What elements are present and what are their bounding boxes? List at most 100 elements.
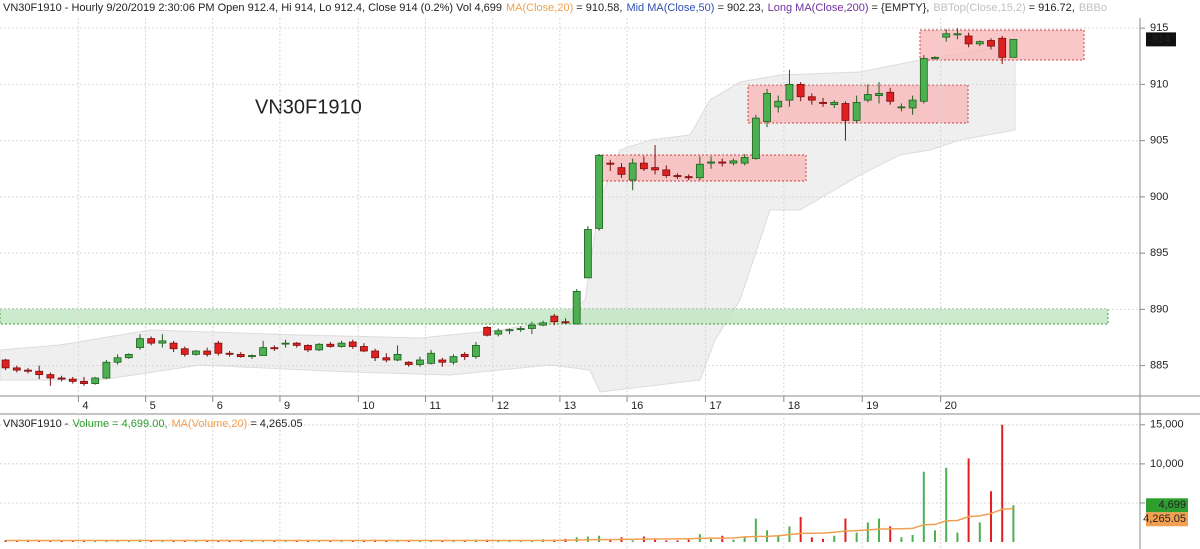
candle-body — [628, 162, 637, 181]
volume-bar — [295, 540, 298, 542]
candle-body — [203, 350, 212, 355]
candle-body — [583, 229, 592, 279]
candle-body — [35, 370, 44, 376]
candle-body — [841, 103, 850, 121]
candle-body — [639, 162, 648, 170]
legend-name: MA(Volume,20) — [172, 418, 248, 430]
candle-body — [662, 169, 671, 176]
candle-body — [863, 94, 872, 101]
volume-bar — [945, 467, 948, 542]
candle-body — [382, 357, 391, 361]
y-tick-label: 895 — [1150, 247, 1168, 259]
volume-bar — [38, 540, 41, 542]
candle-body — [214, 342, 223, 354]
candle-body — [12, 367, 21, 371]
candle-body — [763, 92, 771, 122]
candle-body — [80, 380, 88, 385]
annotation: VN30F1910 — [255, 96, 362, 118]
volume-bar — [866, 522, 869, 542]
candle-body — [483, 326, 492, 336]
x-tick-label: 10 — [362, 400, 374, 412]
volume-bar — [777, 535, 780, 542]
candle-body — [751, 117, 760, 160]
volume-bar — [822, 538, 825, 542]
candle-body — [796, 83, 805, 98]
volume-bar — [855, 532, 858, 542]
candle-body — [326, 343, 335, 347]
candle-body — [315, 343, 324, 351]
volume-badge — [1146, 498, 1188, 513]
y-tick-label: 900 — [1150, 191, 1168, 203]
volume-bar — [206, 540, 209, 542]
volume-bar — [60, 540, 63, 542]
candle-body — [180, 348, 189, 355]
legend-name: BBBo — [1079, 2, 1107, 14]
y-tick-label: 915 — [1150, 22, 1168, 34]
volume-bar — [833, 535, 836, 542]
volume-bar — [452, 540, 455, 542]
candle-body — [617, 167, 626, 175]
candle-body — [192, 350, 200, 355]
x-tick-label: 19 — [866, 400, 878, 412]
candle-body — [987, 40, 995, 47]
candle-body — [57, 377, 66, 380]
legend-value: = 910.58, — [576, 2, 622, 14]
volume-bar — [194, 540, 197, 542]
volume-bar — [687, 539, 690, 542]
candle-body — [404, 361, 413, 365]
legend-name: Mid MA(Close,50) — [626, 2, 714, 14]
volume-bar — [329, 540, 332, 542]
candle-body — [606, 162, 615, 165]
volume-bar — [878, 518, 881, 542]
candle-body — [975, 41, 984, 45]
volume-bar — [732, 539, 735, 542]
x-tick-label: 12 — [497, 400, 509, 412]
volume-bar — [508, 540, 511, 542]
volume-bar — [1001, 424, 1004, 542]
volume-bar — [967, 458, 970, 542]
x-tick-label: 5 — [150, 400, 156, 412]
candle-body — [785, 83, 794, 101]
candle-body — [304, 344, 312, 351]
candle-body — [897, 106, 906, 109]
x-tick-label: 6 — [217, 400, 223, 412]
x-tick-label: 9 — [284, 400, 290, 412]
header-title: VN30F1910 - — [3, 418, 69, 430]
candle-body — [438, 359, 447, 363]
candle-body — [550, 315, 559, 323]
candle-body — [505, 329, 514, 332]
candle-body — [292, 342, 301, 346]
volume-badge-label: 4,699 — [1158, 499, 1186, 511]
candle-body — [695, 163, 704, 179]
ma-line — [5, 507, 1014, 542]
volume-bar — [911, 534, 914, 542]
candle-body — [68, 378, 77, 382]
volume-bar — [922, 471, 925, 542]
candle-body — [998, 37, 1007, 58]
candle-body — [516, 328, 525, 331]
candle-body — [886, 91, 895, 102]
volume-bar — [228, 540, 231, 542]
legend-value: = 902.23, — [717, 2, 763, 14]
volume-bar — [710, 538, 713, 542]
volume-bar — [239, 540, 242, 542]
candle-body — [673, 175, 682, 178]
candle-body — [24, 369, 32, 372]
volume-bar — [598, 535, 601, 542]
y-tick-label: 905 — [1150, 135, 1168, 147]
volume-bar — [754, 518, 757, 542]
candle-body — [729, 160, 738, 164]
volume-bar — [273, 540, 276, 542]
candle-body — [360, 346, 368, 352]
y-tick-label: 10,000 — [1150, 458, 1184, 470]
volume-bar — [889, 526, 892, 542]
volume-bar — [306, 540, 309, 542]
candle-body — [539, 322, 547, 326]
legend-name: Volume — [72, 418, 109, 430]
candle-body — [91, 377, 100, 385]
candle-body — [136, 338, 144, 349]
header: VN30F1910 - Hourly 9/20/2019 2:30:06 PM … — [3, 2, 1107, 14]
candle-body — [393, 353, 402, 361]
candle-body — [449, 356, 458, 363]
volume-bar — [844, 518, 847, 542]
